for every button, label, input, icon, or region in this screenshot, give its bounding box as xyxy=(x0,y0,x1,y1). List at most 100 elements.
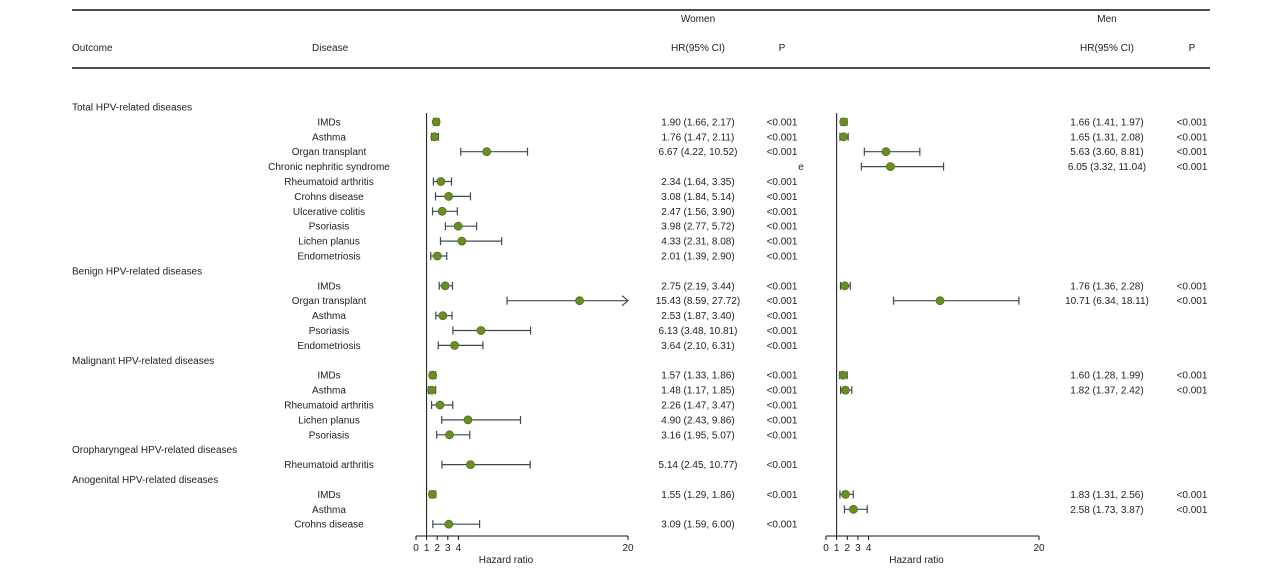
disease-label: Endometriosis xyxy=(297,252,360,263)
hr-ci-men: 1.60 (1.28, 1.99) xyxy=(1070,371,1143,382)
disease-label: Ulcerative colitis xyxy=(293,207,365,218)
hr-ci-women: 2.53 (1.87, 3.40) xyxy=(661,311,734,322)
hr-ci-women: 4.33 (2.31, 8.08) xyxy=(661,237,734,248)
hr-point-women xyxy=(476,326,486,335)
hr-ci-women: 1.90 (1.66, 2.17) xyxy=(661,117,734,128)
group-title: Oropharyngeal HPV-related diseases xyxy=(72,445,237,456)
hr-point-women xyxy=(428,489,437,499)
hr-point-men xyxy=(838,370,848,380)
p-value-women: <0.001 xyxy=(767,177,798,188)
hr-ci-women: 3.64 (2.10, 6.31) xyxy=(661,341,734,352)
hr-point-women xyxy=(444,519,454,529)
p-value-men: <0.001 xyxy=(1177,386,1208,397)
group-title: Total HPV-related diseases xyxy=(72,103,192,114)
p-value-women: <0.001 xyxy=(767,371,798,382)
hr-point-women xyxy=(435,400,445,410)
disease-label: Asthma xyxy=(312,132,346,143)
p-value-women: <0.001 xyxy=(767,415,798,426)
p-value-women: <0.001 xyxy=(767,311,798,322)
hr-point-women xyxy=(463,415,473,425)
hr-ci-women: 1.48 (1.17, 1.85) xyxy=(661,386,734,397)
disease-label: Organ transplant xyxy=(292,147,367,158)
hr-point-women xyxy=(453,221,463,231)
hr-point-women xyxy=(430,132,440,142)
disease-label: Lichen planus xyxy=(298,237,360,248)
x-tick-label-men: 3 xyxy=(855,543,861,554)
header-women-hr: HR(95% CI) xyxy=(671,43,725,54)
hr-ci-women: 6.13 (3.48, 10.81) xyxy=(659,326,738,337)
p-value-women: <0.001 xyxy=(767,326,798,337)
x-tick-label-men: 4 xyxy=(866,543,872,554)
hr-ci-women: 6.67 (4.22, 10.52) xyxy=(659,147,738,158)
header-men-p: P xyxy=(1189,43,1196,54)
p-value-women: <0.001 xyxy=(767,192,798,203)
hr-ci-men: 1.66 (1.41, 1.97) xyxy=(1070,117,1143,128)
hr-ci-women: 2.26 (1.47, 3.47) xyxy=(661,401,734,412)
p-value-women: <0.001 xyxy=(767,252,798,263)
hr-point-women xyxy=(436,177,446,186)
hr-ci-women: 3.98 (2.77, 5.72) xyxy=(661,222,734,233)
header-disease: Disease xyxy=(312,43,349,54)
hr-ci-men: 1.76 (1.36, 2.28) xyxy=(1070,281,1143,292)
group-title: Benign HPV-related diseases xyxy=(72,266,202,277)
hr-ci-women: 5.14 (2.45, 10.77) xyxy=(659,460,738,471)
p-value-women: <0.001 xyxy=(767,296,798,307)
hr-point-women xyxy=(444,191,454,201)
disease-label: Rheumatoid arthritis xyxy=(284,177,373,188)
disease-label: Chronic nephritic syndrome xyxy=(268,162,390,173)
group-title: Malignant HPV-related diseases xyxy=(72,356,214,367)
hr-ci-men: 1.82 (1.37, 2.42) xyxy=(1070,386,1143,397)
hr-ci-men: 10.71 (6.34, 18.11) xyxy=(1065,296,1149,307)
hr-point-men xyxy=(849,504,858,514)
disease-label: Psoriasis xyxy=(309,326,350,337)
disease-label: IMDs xyxy=(317,117,340,128)
hr-ci-women: 2.75 (2.19, 3.44) xyxy=(661,281,734,292)
x-tick-label-women: 1 xyxy=(424,543,430,554)
disease-label: Crohns disease xyxy=(294,520,364,531)
disease-label: Asthma xyxy=(312,311,346,322)
disease-label: Endometriosis xyxy=(297,341,360,352)
hr-ci-men: 1.83 (1.31, 2.56) xyxy=(1070,490,1143,501)
hr-point-women xyxy=(575,296,584,306)
header-men: Men xyxy=(1097,14,1116,25)
p-value-men: <0.001 xyxy=(1177,117,1208,128)
hr-point-women xyxy=(432,251,442,261)
hr-point-women xyxy=(445,430,454,440)
p-value-women: <0.001 xyxy=(767,520,798,531)
hr-ci-women: 1.55 (1.29, 1.86) xyxy=(661,490,734,501)
hr-point-men xyxy=(839,117,849,127)
hr-point-men xyxy=(841,489,850,499)
hr-point-women xyxy=(428,370,438,380)
hr-ci-men: 1.65 (1.31, 2.08) xyxy=(1070,132,1143,143)
hr-point-women xyxy=(437,206,447,216)
p-value-men: <0.001 xyxy=(1177,490,1208,501)
hr-point-men xyxy=(840,385,850,395)
x-axis-label-men: Hazard ratio xyxy=(889,555,944,566)
header-outcome: Outcome xyxy=(72,43,113,54)
x-tick-label-men: 2 xyxy=(845,543,851,554)
p-value-women: <0.001 xyxy=(767,147,798,158)
hr-point-men xyxy=(840,281,850,291)
hr-ci-women: 15.43 (8.59, 27.72) xyxy=(656,296,741,307)
hr-point-women xyxy=(457,236,467,246)
hr-ci-women: 2.34 (1.64, 3.35) xyxy=(661,177,734,188)
disease-label: IMDs xyxy=(317,490,340,501)
group-title: Anogenital HPV-related diseases xyxy=(72,475,218,486)
disease-label: IMDs xyxy=(317,281,340,292)
hr-ci-women: 3.08 (1.84, 5.14) xyxy=(661,192,734,203)
x-tick-label-men: 0 xyxy=(823,543,829,554)
disease-label: IMDs xyxy=(317,371,340,382)
header-men-hr: HR(95% CI) xyxy=(1080,43,1134,54)
hr-point-men xyxy=(935,296,945,306)
p-value-men: <0.001 xyxy=(1177,132,1208,143)
p-value-men: <0.001 xyxy=(1177,505,1208,516)
x-tick-label-women: 2 xyxy=(434,543,440,554)
header-women-p: P xyxy=(779,43,786,54)
p-value-women: <0.001 xyxy=(767,281,798,292)
p-value-women: <0.001 xyxy=(767,490,798,501)
x-tick-label-women: 20 xyxy=(622,543,634,554)
marks-layer xyxy=(427,117,1020,529)
x-tick-label-men: 20 xyxy=(1033,543,1045,554)
p-value-women: <0.001 xyxy=(767,207,798,218)
disease-label: Rheumatoid arthritis xyxy=(284,460,373,471)
